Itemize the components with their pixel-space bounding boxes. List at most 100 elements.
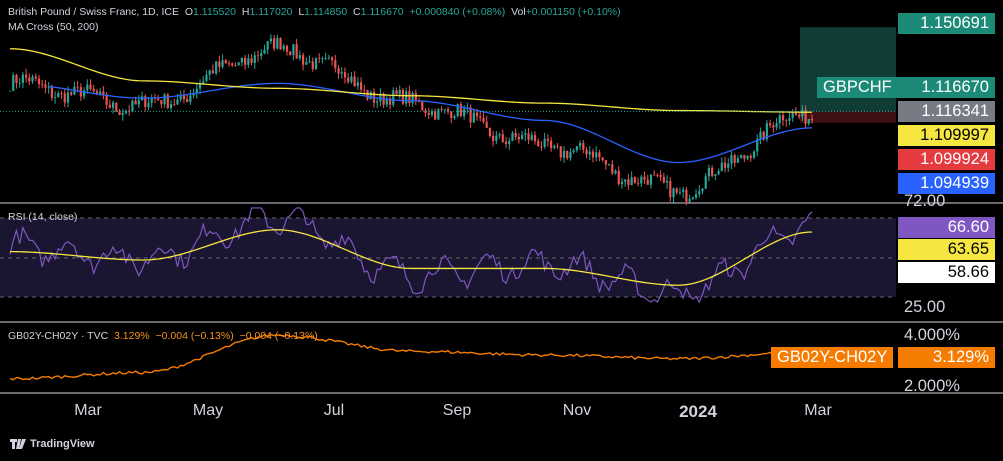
candle (86, 84, 89, 91)
ma-price-label: 1.109997 (898, 125, 995, 146)
last-price-label: 1.116670 (898, 77, 995, 98)
candle (134, 100, 137, 105)
candle (546, 138, 549, 141)
candle (28, 77, 31, 82)
candle (569, 152, 572, 159)
candle (305, 62, 308, 65)
vol-value: +0.001150 (+0.10%) (525, 6, 621, 18)
candle (321, 58, 324, 59)
candle (15, 75, 18, 83)
candle (379, 93, 382, 102)
candle (533, 135, 537, 142)
spread-tag: GB02Y-CH02Y (771, 347, 894, 368)
ma-indicator-label[interactable]: MA Cross (50, 200) (8, 21, 99, 33)
candle (318, 57, 321, 59)
tradingview-icon (10, 439, 26, 449)
symbol-header: British Pound / Swiss Franc, 1D, ICE O1.… (8, 6, 621, 18)
candle (376, 101, 379, 103)
candle (582, 143, 585, 150)
candle (801, 109, 804, 117)
long-position-tool (800, 27, 896, 123)
spread-bottom-label: 2.000% (904, 377, 960, 395)
candle (508, 140, 511, 145)
candle (247, 58, 250, 65)
candle (633, 177, 636, 184)
candle (34, 76, 37, 79)
x-tick-label: Nov (562, 402, 592, 419)
candle (617, 170, 620, 185)
candle (669, 180, 672, 198)
candle (324, 57, 327, 59)
candle (653, 174, 656, 176)
candle (8, 90, 12, 92)
rsi-indicator-label[interactable]: RSI (14, close) (8, 211, 78, 223)
candle (440, 109, 443, 111)
candle (237, 62, 240, 66)
candle (775, 123, 778, 128)
candle (401, 89, 405, 104)
candle (314, 57, 318, 70)
candle (227, 63, 231, 65)
candle (691, 197, 694, 199)
stop-price-label: 1.099924 (898, 149, 995, 170)
candle (727, 163, 730, 168)
candle (253, 55, 256, 63)
candle (395, 90, 398, 95)
candle (350, 76, 353, 82)
candle (550, 140, 553, 148)
candle (746, 155, 749, 159)
candle (601, 157, 604, 161)
candle (521, 134, 524, 140)
candle (192, 93, 195, 96)
candle (620, 181, 624, 185)
candle (137, 100, 140, 105)
ma50-line (48, 82, 813, 164)
candle (82, 90, 86, 97)
candle (18, 82, 21, 84)
candle (488, 127, 492, 136)
candle (756, 138, 759, 152)
candle (427, 112, 430, 115)
candle (176, 99, 179, 105)
candle (572, 150, 575, 153)
ma200-price-label: 1.116341 (898, 101, 995, 122)
candle (640, 176, 643, 184)
profit-zone (800, 27, 896, 112)
candle (501, 134, 504, 142)
sub-indicator-header[interactable]: GB02Y-CH02Y · TVC 3.129% −0.004 (−0.13%)… (8, 330, 318, 342)
candle (769, 123, 772, 126)
candle (685, 189, 688, 202)
candle (25, 74, 28, 78)
candle (160, 100, 163, 105)
candle (807, 118, 810, 124)
candle (298, 55, 301, 59)
candle (411, 93, 414, 104)
candle (95, 91, 99, 95)
candle (434, 111, 437, 120)
candle (553, 145, 556, 148)
candle (150, 97, 153, 103)
candle (256, 55, 260, 57)
open-value: 1.115520 (193, 6, 237, 18)
candle (740, 155, 743, 159)
candle (385, 98, 388, 105)
x-tick-label: Mar (804, 402, 832, 419)
candle (720, 162, 723, 172)
candle (282, 45, 285, 50)
candle (285, 45, 289, 52)
candle (453, 116, 456, 118)
candle (70, 92, 73, 95)
candle (588, 151, 591, 155)
candle (202, 81, 205, 84)
candle (205, 74, 208, 82)
candle (672, 188, 675, 198)
candle (327, 57, 330, 59)
candle (53, 97, 57, 98)
candle (649, 174, 653, 185)
candle (182, 94, 186, 100)
candle (157, 98, 160, 101)
candle (694, 194, 698, 198)
tradingview-logo[interactable]: TradingView (10, 438, 95, 450)
candle (189, 95, 192, 102)
candle (186, 99, 189, 102)
